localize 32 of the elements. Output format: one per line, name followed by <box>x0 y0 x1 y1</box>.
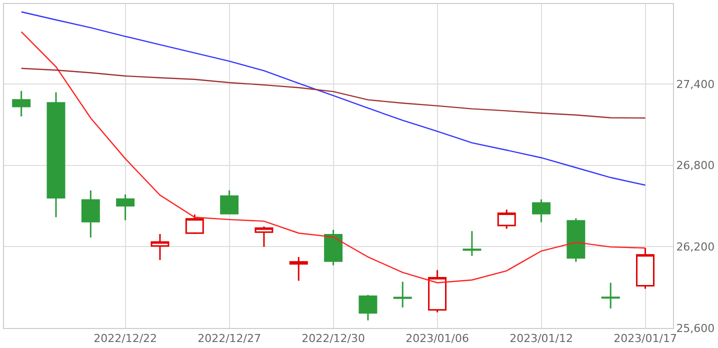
candlestick <box>254 226 274 248</box>
candlestick <box>12 90 31 118</box>
y-tick-label: 26,800 <box>676 159 715 172</box>
candlestick <box>220 190 239 214</box>
candlestick <box>289 256 308 282</box>
x-tick-label: 2022/12/30 <box>302 332 366 346</box>
candlestick <box>393 281 412 308</box>
candlestick <box>358 294 378 322</box>
candlestick <box>566 217 586 263</box>
x-tick-label: 2022/12/27 <box>198 332 262 346</box>
line-series <box>20 31 646 284</box>
x-tick-label: 2022/12/22 <box>94 332 158 346</box>
candlestick <box>150 233 170 261</box>
line-series <box>20 11 646 186</box>
candlestick <box>116 194 135 221</box>
x-tick-label: 2023/01/17 <box>614 332 677 346</box>
candlestick <box>81 190 100 238</box>
x-tick-label: 2023/01/06 <box>406 332 469 346</box>
candlestick <box>428 269 447 314</box>
candlestick <box>601 282 620 310</box>
candlestick <box>462 230 482 257</box>
y-tick-label: 25,600 <box>676 322 715 335</box>
candlestick <box>497 208 516 230</box>
candlestick <box>46 92 66 218</box>
candlestick <box>185 214 204 235</box>
y-tick-label: 27,400 <box>676 78 715 91</box>
x-tick-label: 2023/01/12 <box>510 332 573 346</box>
candlestick <box>636 247 655 290</box>
candlestick <box>532 198 551 224</box>
candlestick <box>324 229 343 266</box>
line-series <box>20 68 646 119</box>
y-tick-label: 26,200 <box>676 240 715 254</box>
